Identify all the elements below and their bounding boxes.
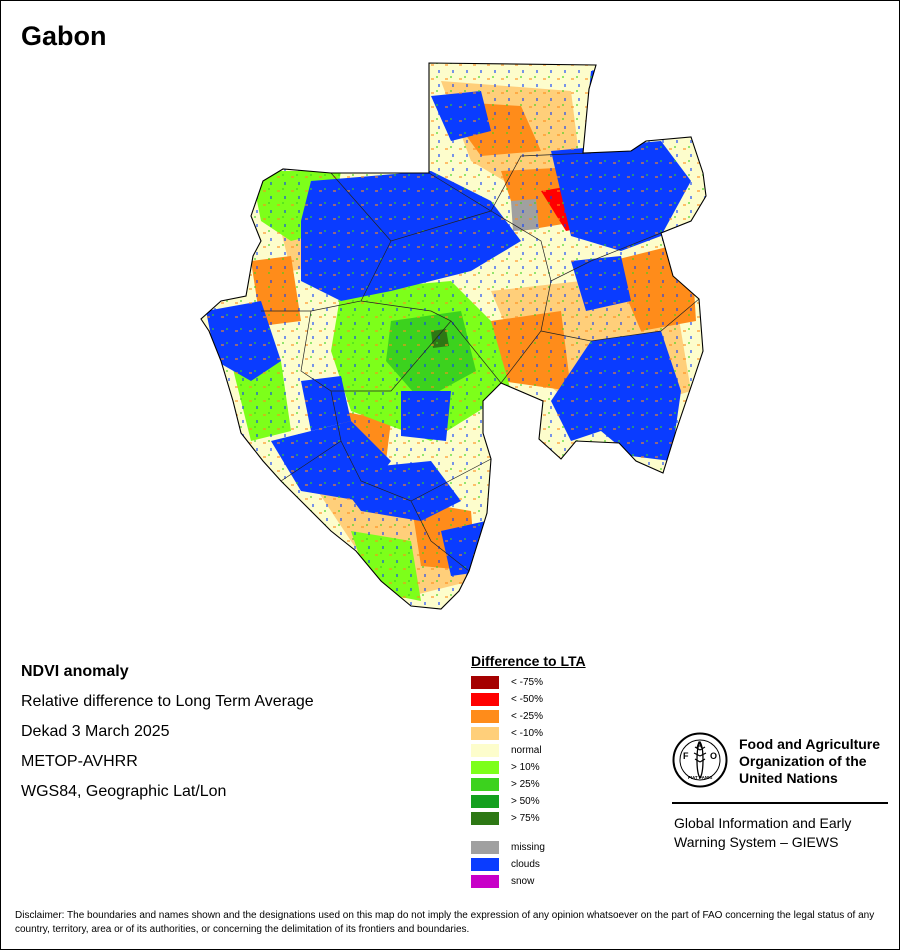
legend-label: < -50%: [511, 694, 543, 705]
product-description: Relative difference to Long Term Average: [21, 693, 314, 710]
legend-item: < -10%: [471, 725, 586, 742]
legend-item: missing: [471, 839, 586, 856]
legend-item: < -25%: [471, 708, 586, 725]
ndvi-map: [191, 61, 711, 621]
emblem-motto: FIAT PANIS: [688, 775, 712, 780]
giews-line: Global Information and Early: [674, 815, 852, 831]
legend-swatch: [471, 795, 499, 808]
legend-swatch: [471, 676, 499, 689]
legend-swatch: [471, 710, 499, 723]
legend-swatch: [471, 778, 499, 791]
giews-line: Warning System – GIEWS: [674, 834, 839, 850]
product-name: NDVI anomaly: [21, 663, 129, 680]
fao-name-line: United Nations: [739, 770, 838, 786]
legend-label: normal: [511, 745, 542, 756]
legend-item: > 10%: [471, 759, 586, 776]
emblem-letter-f: F: [683, 751, 689, 761]
legend-swatch: [471, 858, 499, 871]
legend-label: > 50%: [511, 796, 540, 807]
legend-label: missing: [511, 842, 545, 853]
emblem-letter-a: A: [696, 740, 703, 750]
legend-swatch: [471, 761, 499, 774]
legend-label: < -75%: [511, 677, 543, 688]
legend-swatch: [471, 744, 499, 757]
legend-title: Difference to LTA: [471, 653, 586, 669]
fao-name-line: Food and Agriculture: [739, 736, 881, 752]
map-title: Gabon: [21, 21, 107, 51]
legend-special-classes: missing clouds snow: [471, 839, 586, 890]
product-projection: WGS84, Geographic Lat/Lon: [21, 783, 227, 800]
legend-swatch: [471, 727, 499, 740]
product-sensor: METOP-AVHRR: [21, 753, 138, 770]
legend-item: normal: [471, 742, 586, 759]
fao-name-line: Organization of the: [739, 753, 867, 769]
legend-item: clouds: [471, 856, 586, 873]
legend-label: > 10%: [511, 762, 540, 773]
legend-item: snow: [471, 873, 586, 890]
disclaimer-text: Disclaimer: The boundaries and names sho…: [15, 910, 875, 935]
legend-swatch: [471, 693, 499, 706]
map-info: NDVI anomaly Relative difference to Long…: [21, 657, 314, 807]
legend-label: < -10%: [511, 728, 543, 739]
legend-item: > 75%: [471, 810, 586, 827]
legend-classes: < -75% < -50% < -25% < -10% normal > 10%…: [471, 674, 586, 827]
legend-label: snow: [511, 876, 535, 887]
product-period: Dekad 3 March 2025: [21, 723, 170, 740]
giews-name: Global Information and Early Warning Sys…: [674, 814, 851, 852]
legend-item: > 25%: [471, 776, 586, 793]
legend-swatch: [471, 812, 499, 825]
legend-label: < -25%: [511, 711, 543, 722]
fao-emblem-icon: F A O FIAT PANIS: [672, 732, 728, 788]
emblem-letter-o: O: [710, 751, 717, 761]
legend-item: > 50%: [471, 793, 586, 810]
legend-label: clouds: [511, 859, 540, 870]
logo-divider: [672, 802, 888, 804]
legend-label: > 25%: [511, 779, 540, 790]
legend-item: < -75%: [471, 674, 586, 691]
legend-item: < -50%: [471, 691, 586, 708]
legend-label: > 75%: [511, 813, 540, 824]
map-legend: Difference to LTA < -75% < -50% < -25% <…: [471, 653, 586, 890]
gabon-ndvi-anomaly-map: [200, 62, 707, 610]
legend-swatch: [471, 841, 499, 854]
legend-swatch: [471, 875, 499, 888]
fao-organization-name: Food and Agriculture Organization of the…: [739, 736, 880, 787]
